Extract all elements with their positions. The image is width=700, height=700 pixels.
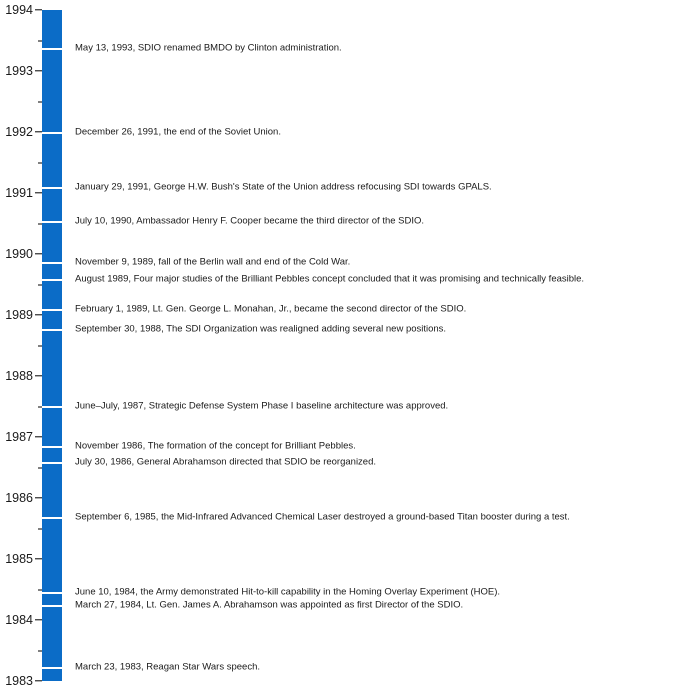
major-tick xyxy=(35,680,42,682)
event-marker-line xyxy=(42,604,62,607)
minor-tick xyxy=(38,406,42,407)
major-tick xyxy=(35,558,42,560)
event-label: May 13, 1993, SDIO renamed BMDO by Clint… xyxy=(75,42,342,54)
event-marker-line xyxy=(42,131,62,134)
year-tick-label: 1992 xyxy=(5,124,33,139)
event-marker-line xyxy=(42,187,62,190)
minor-tick xyxy=(38,284,42,285)
event-label: November 1986, The formation of the conc… xyxy=(75,440,356,452)
minor-tick xyxy=(38,589,42,590)
event-label: January 29, 1991, George H.W. Bush's Sta… xyxy=(75,181,492,193)
event-label: June–July, 1987, Strategic Defense Syste… xyxy=(75,400,449,412)
year-tick-label: 1994 xyxy=(5,2,33,17)
event-marker-line xyxy=(42,308,62,311)
event-marker-line xyxy=(42,329,62,332)
event-marker-line xyxy=(42,461,62,464)
event-label: June 10, 1984, the Army demonstrated Hit… xyxy=(75,586,501,598)
event-label: March 23, 1983, Reagan Star Wars speech. xyxy=(75,661,260,673)
minor-tick xyxy=(38,345,42,346)
event-marker-line xyxy=(42,221,62,224)
year-tick-label: 1985 xyxy=(5,551,33,566)
year-tick-label: 1989 xyxy=(5,307,33,322)
event-marker-line xyxy=(42,278,62,281)
event-label: February 1, 1989, Lt. Gen. George L. Mon… xyxy=(75,303,467,315)
major-tick xyxy=(35,497,42,499)
major-tick xyxy=(35,9,42,11)
event-label: September 6, 1985, the Mid-Infrared Adva… xyxy=(75,511,570,523)
year-tick-label: 1993 xyxy=(5,63,33,78)
minor-tick xyxy=(38,101,42,102)
major-tick xyxy=(35,619,42,621)
event-marker-line xyxy=(42,592,62,595)
minor-tick xyxy=(38,650,42,651)
event-label: July 10, 1990, Ambassador Henry F. Coope… xyxy=(75,215,425,227)
minor-tick xyxy=(38,528,42,529)
year-tick-label: 1987 xyxy=(5,429,33,444)
timeline-bar xyxy=(42,10,62,681)
year-tick-label: 1988 xyxy=(5,368,33,383)
event-label: August 1989, Four major studies of the B… xyxy=(75,273,585,285)
major-tick xyxy=(35,436,42,438)
major-tick xyxy=(35,314,42,316)
year-tick-label: 1986 xyxy=(5,490,33,505)
major-tick xyxy=(35,192,42,194)
year-tick-label: 1984 xyxy=(5,612,33,627)
event-label: March 27, 1984, Lt. Gen. James A. Abraha… xyxy=(75,599,464,611)
event-marker-line xyxy=(42,666,62,669)
minor-tick xyxy=(38,40,42,41)
minor-tick xyxy=(38,223,42,224)
event-label: November 9, 1989, fall of the Berlin wal… xyxy=(75,256,351,268)
event-marker-line xyxy=(42,261,62,264)
minor-tick xyxy=(38,467,42,468)
year-tick-label: 1983 xyxy=(5,673,33,688)
major-tick xyxy=(35,375,42,377)
event-marker-line xyxy=(42,48,62,51)
year-tick-label: 1990 xyxy=(5,246,33,261)
event-marker-line xyxy=(42,516,62,519)
year-tick-label: 1991 xyxy=(5,185,33,200)
minor-tick xyxy=(38,162,42,163)
event-label: July 30, 1986, General Abrahamson direct… xyxy=(75,456,377,468)
major-tick xyxy=(35,70,42,72)
event-marker-line xyxy=(42,405,62,408)
event-marker-line xyxy=(42,445,62,448)
event-label: September 30, 1988, The SDI Organization… xyxy=(75,323,447,335)
major-tick xyxy=(35,131,42,133)
major-tick xyxy=(35,253,42,255)
event-label: December 26, 1991, the end of the Soviet… xyxy=(75,126,281,138)
